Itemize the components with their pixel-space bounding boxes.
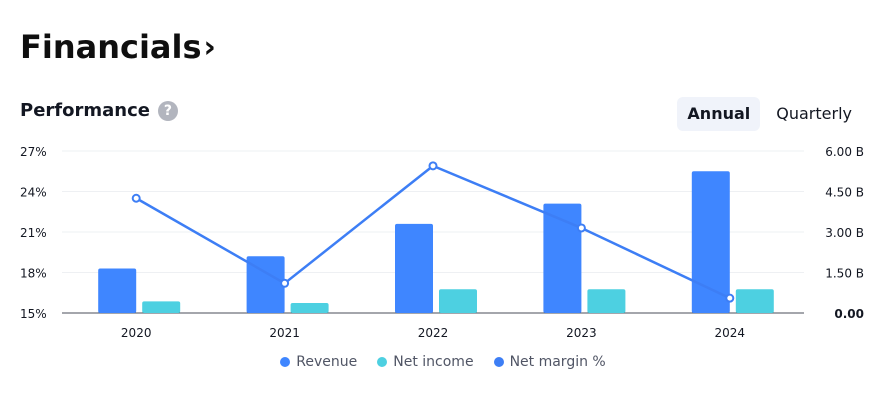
net-income-bar	[290, 303, 329, 313]
left-tick-label: 24%	[20, 186, 47, 200]
revenue-bar	[395, 223, 433, 313]
tab-annual[interactable]: Annual	[677, 97, 761, 131]
legend-dot-net-income	[377, 357, 388, 367]
x-tick-label: 2023	[566, 326, 597, 340]
x-tick-label: 2022	[418, 326, 449, 340]
net-margin-point	[576, 223, 586, 233]
revenue-bar	[98, 268, 137, 313]
net-margin-point	[428, 161, 438, 171]
net-margin-point	[131, 193, 141, 203]
right-tick-label: 6.00 B	[825, 145, 864, 159]
x-tick-label: 2020	[121, 326, 152, 340]
tab-quarterly[interactable]: Quarterly	[776, 104, 852, 123]
left-tick-label: 15%	[20, 307, 47, 321]
net-income-bar	[587, 289, 626, 313]
right-tick-label: 1.50 B	[825, 267, 864, 281]
question-circle-icon[interactable]: ?	[157, 100, 178, 121]
performance-chart: 27% 6.00 B 24% 4.50 B 21% 3.00 B 18% 1.50 B 15% 0…	[20, 145, 864, 340]
revenue-bar	[246, 256, 285, 313]
revenue-bar	[543, 203, 582, 313]
legend-item-net-income[interactable]: Net income	[377, 354, 474, 370]
net-income-bar	[735, 289, 774, 313]
right-tick-label: 0.00	[834, 307, 864, 321]
x-tick-label: 2021	[269, 326, 300, 340]
performance-header: Performance ?	[20, 100, 178, 121]
legend-dot-net-margin	[493, 357, 504, 367]
left-tick-label: 27%	[20, 145, 47, 159]
left-tick-label: 21%	[20, 226, 47, 240]
left-tick-label: 18%	[20, 267, 47, 281]
legend-label-net-margin: Net margin %	[509, 354, 606, 370]
right-tick-label: 4.50 B	[825, 186, 864, 200]
net-income-bar	[142, 301, 181, 313]
net-margin-point	[725, 293, 735, 303]
legend-dot-revenue	[280, 357, 291, 367]
legend-label-revenue: Revenue	[296, 354, 358, 370]
chart-legend: Revenue Net income Net margin %	[0, 354, 886, 370]
period-tabs: Annual Quarterly	[671, 97, 862, 131]
revenue-bar	[691, 171, 730, 313]
net-margin-point	[280, 278, 290, 288]
x-tick-label: 2024	[715, 326, 746, 340]
chevron-right-icon: ›	[203, 29, 216, 65]
legend-label-net-income: Net income	[393, 354, 474, 370]
net-income-bar	[439, 289, 477, 313]
legend-item-net-margin[interactable]: Net margin %	[493, 354, 606, 370]
financials-title[interactable]: Financials ›	[20, 28, 216, 66]
performance-label: Performance	[20, 100, 150, 121]
right-tick-label: 3.00 B	[825, 226, 864, 240]
financials-title-text: Financials	[20, 28, 202, 66]
legend-item-revenue[interactable]: Revenue	[280, 354, 357, 370]
